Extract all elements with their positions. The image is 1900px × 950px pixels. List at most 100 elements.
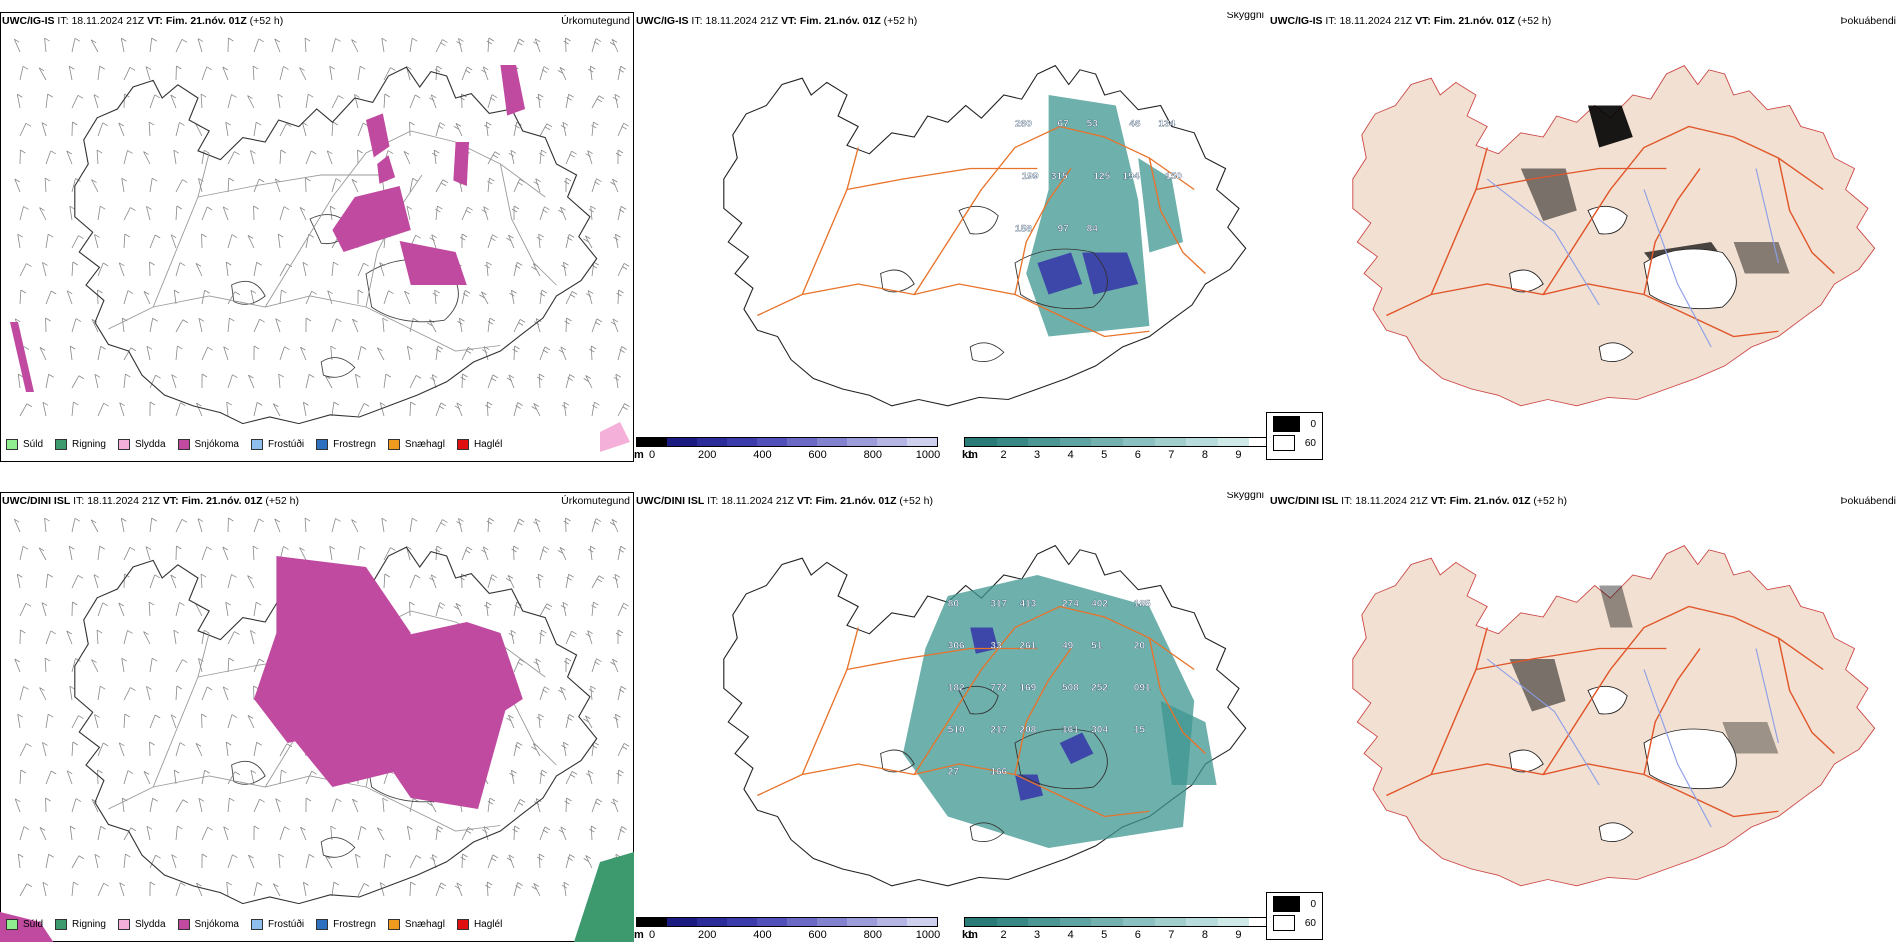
it-value: 18.11.2024 21Z: [705, 15, 779, 27]
legend-swatch: [250, 439, 263, 450]
land-area: [1352, 65, 1876, 407]
legend-swatch: [6, 439, 18, 450]
glacier-outline: [1014, 728, 1108, 790]
it-label: IT:: [707, 495, 719, 507]
legend-label: Haglél: [473, 919, 503, 930]
vt-label: VT:: [781, 15, 797, 27]
ceiling-label: 304: [1091, 725, 1108, 736]
colorbar-segment: [847, 438, 877, 446]
colorbar-segment: [847, 918, 877, 926]
colorbar-tick-label: 400: [753, 929, 772, 941]
road: [1014, 648, 1072, 775]
legend-swatch: [387, 919, 400, 930]
legend-swatch: [456, 439, 469, 450]
colorbar-segment: [1091, 438, 1123, 446]
rain-area: [574, 852, 634, 942]
panel-header: UWC/DINI ISL IT: 18.11.2024 21Z VT: Fim.…: [1270, 495, 1567, 507]
glacier-outline: [1014, 248, 1108, 310]
colorbar-tick-label: 1: [966, 449, 974, 461]
snow-area: [332, 186, 411, 252]
ceiling-label: 15: [1134, 725, 1146, 736]
ceiling-label: 51: [1091, 641, 1103, 652]
low-ceiling-area: [1059, 732, 1094, 764]
ceiling-label: 125: [1093, 171, 1110, 182]
road: [757, 283, 1150, 338]
ceiling-colorbar: m 0 200 400 600 800 1000: [634, 917, 940, 941]
fog-legend-item: 60: [1273, 435, 1316, 451]
model-name: UWC/DINI ISL: [1270, 495, 1339, 507]
glacier-outline: [320, 357, 356, 378]
colorbar-segment: [907, 438, 937, 446]
colorbar-tick-label: 800: [863, 449, 882, 461]
low-ceiling-area: [1015, 774, 1043, 801]
road: [1777, 637, 1835, 754]
snow-area: [500, 65, 526, 116]
fog-legend-label: 0: [1310, 898, 1316, 910]
river: [1643, 669, 1712, 828]
it-value: 18.11.2024 21Z: [1339, 15, 1413, 27]
fog-index-area: [1599, 585, 1633, 628]
colorbar-segment: [667, 918, 697, 926]
legend-label: Slydda: [134, 919, 166, 930]
colorbar-tick-label: 6: [1134, 449, 1141, 461]
it-value: 18.11.2024 21Z: [87, 495, 160, 507]
road: [1475, 167, 1667, 191]
ceiling-label: 185: [1134, 599, 1151, 610]
road: [1777, 157, 1835, 274]
ceiling-label: 182: [948, 683, 965, 694]
colorbar-strip: [636, 437, 938, 447]
glacier-outline: [1598, 342, 1634, 362]
colorbar-segment: [1217, 438, 1250, 446]
legend-label: Slydda: [134, 439, 166, 450]
colorbar-tick-label: 3: [1034, 929, 1041, 941]
panel-header: UWC/DINI ISL IT: 18.11.2024 21Z VT: Fim.…: [2, 495, 299, 507]
legend-item: Súld: [6, 439, 43, 450]
colorbar-unit: km: [962, 449, 978, 461]
legend-item: Frostregn: [316, 439, 376, 450]
road: [913, 605, 1195, 775]
glacier-outline: [1587, 685, 1628, 715]
legend-label: Snjókoma: [194, 439, 239, 450]
colorbar-tick-label: 1000: [915, 929, 941, 941]
glacier-outline: [365, 258, 459, 323]
panel-title-visibility: Skyggni: [1226, 492, 1264, 501]
legend-swatch: [387, 439, 400, 450]
it-label: IT:: [73, 495, 85, 507]
road: [1643, 648, 1701, 775]
ceiling-label: 150: [1165, 171, 1182, 182]
fog-index-area: [1509, 659, 1566, 712]
ceiling-label: 510: [948, 725, 965, 736]
legend-item: Frostregn: [316, 919, 376, 930]
glacier-outline: [969, 342, 1005, 362]
road: [197, 174, 389, 198]
legend-label: Frostúði: [267, 919, 305, 930]
panel-title-precip: Úrkomutegund: [561, 495, 630, 507]
coastline: [74, 546, 598, 905]
fog-legend-item: 0: [1273, 416, 1316, 432]
colorbar-tick-label: 2: [1000, 449, 1007, 461]
road: [1430, 627, 1488, 775]
low-visibility-area: [903, 575, 1195, 848]
visibility-map-row2: 80 317 413 274 402 185 306 33 261 49 51 20 182 772 169…: [723, 544, 1247, 887]
ceiling-label: 161: [1062, 725, 1079, 736]
legend-item: Slydda: [117, 919, 166, 930]
ceiling-label: 252: [1091, 683, 1108, 694]
road: [1475, 647, 1667, 671]
colorbar-segment: [1122, 438, 1155, 446]
river: [1486, 658, 1600, 786]
model-name: UWC/IG-IS: [2, 15, 55, 27]
vt-value: Fim. 21.nóv. 01Z: [165, 15, 247, 27]
road: [1148, 637, 1206, 754]
legend-swatch: [456, 919, 469, 930]
it-label: IT:: [57, 15, 69, 27]
ceiling-label: 134: [1158, 119, 1175, 130]
colorbar-tick-label: 1: [966, 929, 974, 941]
road: [152, 152, 210, 308]
colorbar-segment: [817, 918, 847, 926]
river: [1486, 178, 1600, 306]
lead-time: (+52 h): [1533, 495, 1567, 507]
precip-type-panel-row2: UWC/DINI ISL IT: 18.11.2024 21Z VT: Fim.…: [0, 492, 634, 942]
coastline: [74, 66, 598, 425]
low-visibility-area: [1160, 701, 1217, 785]
fog-index-area: [1520, 168, 1577, 221]
